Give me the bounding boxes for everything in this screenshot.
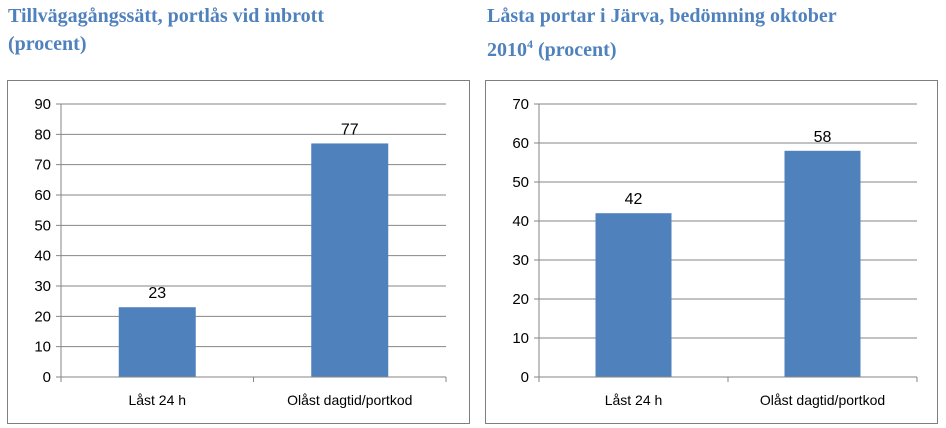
chart-left-ytick-label: 40 bbox=[34, 248, 51, 265]
chart-right-category-label: Olåst dagtid/portkod bbox=[760, 392, 885, 408]
chart-title-left-line2: (procent) bbox=[8, 33, 87, 55]
chart-right-ytick-label: 30 bbox=[512, 252, 529, 269]
chart-left-bar-value-label: 77 bbox=[341, 121, 359, 138]
chart-title-left-line1: Tillvägagångssätt, portlås vid inbrott bbox=[8, 5, 324, 27]
chart-title-right-line2-rest: (procent) bbox=[533, 39, 617, 61]
chart-right-ytick-label: 40 bbox=[512, 213, 529, 230]
chart-left-ytick-label: 10 bbox=[34, 339, 51, 356]
chart-left-ytick-label: 50 bbox=[34, 217, 51, 234]
chart-title-left: Tillvägagångssätt, portlås vid inbrott (… bbox=[8, 2, 468, 58]
chart-left-category-label: Olåst dagtid/portkod bbox=[287, 392, 412, 408]
chart-left-ytick-label: 30 bbox=[34, 278, 51, 295]
chart-left-ytick-label: 70 bbox=[34, 157, 51, 174]
chart-left-bar-value-label: 23 bbox=[148, 285, 166, 302]
chart-left-category-label: Låst 24 h bbox=[128, 392, 186, 408]
chart-left-ytick-label: 60 bbox=[34, 187, 51, 204]
chart-right-ytick-label: 70 bbox=[512, 96, 529, 113]
chart-right-bar bbox=[595, 213, 672, 377]
chart-left: 0 10 20 30 40 50 60 70 80 90 23 Låst 24 h 77 Olåst da… bbox=[7, 80, 470, 424]
chart-right-ytick-label: 20 bbox=[512, 291, 529, 308]
chart-title-right-line1: Låsta portar i Järva, bedömning oktober bbox=[487, 5, 837, 27]
chart-title-right-footnote: 4 bbox=[527, 37, 533, 51]
chart-left-ytick-label: 0 bbox=[43, 369, 51, 386]
chart-right-ytick-label: 0 bbox=[521, 369, 529, 386]
chart-right-svg: 0 10 20 30 40 50 60 70 42 Låst 24 h 58 Olåst dagtid… bbox=[512, 96, 918, 408]
chart-left-svg: 0 10 20 30 40 50 60 70 80 90 23 Låst 24 h 77 Olåst da… bbox=[34, 96, 447, 408]
chart-left-ytick-label: 20 bbox=[34, 308, 51, 325]
chart-right: 0 10 20 30 40 50 60 70 42 Låst 24 h 58 Olåst dagtid… bbox=[485, 80, 938, 424]
chart-left-bar bbox=[118, 307, 196, 377]
chart-left-ytick-label: 90 bbox=[34, 96, 51, 113]
chart-title-right-line2-main: 2010 bbox=[487, 39, 527, 61]
chart-left-bar bbox=[311, 143, 389, 377]
chart-right-ytick-label: 60 bbox=[512, 135, 529, 152]
chart-right-bar bbox=[784, 150, 861, 377]
chart-right-bar-value-label: 58 bbox=[814, 129, 832, 146]
chart-right-ytick-label: 10 bbox=[512, 330, 529, 347]
chart-left-ytick-label: 80 bbox=[34, 126, 51, 143]
chart-title-right: Låsta portar i Järva, bedömning oktober … bbox=[487, 2, 937, 64]
chart-right-bar-value-label: 42 bbox=[625, 191, 643, 208]
chart-right-category-label: Låst 24 h bbox=[605, 392, 663, 408]
chart-right-ytick-label: 50 bbox=[512, 174, 529, 191]
